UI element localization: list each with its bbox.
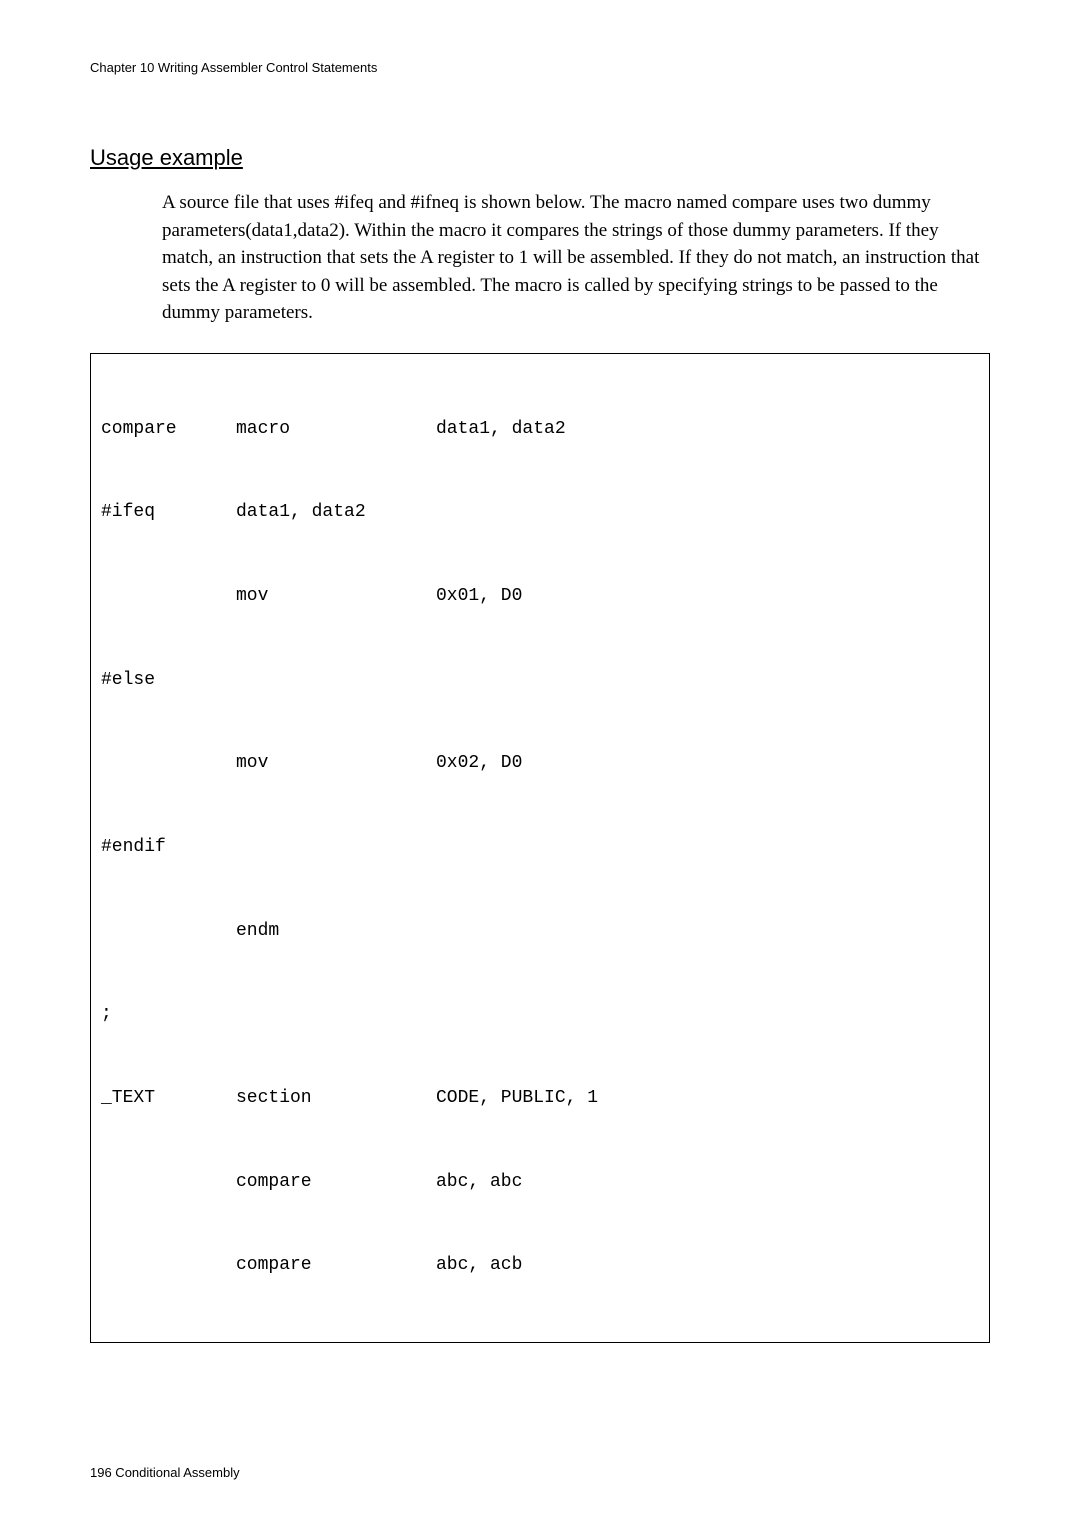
code-col2: section [236, 1085, 436, 1113]
code-row: endm [91, 918, 989, 946]
section-title: Usage example [90, 145, 990, 171]
code-col3: 0x02, D0 [436, 750, 989, 778]
code-col2: mov [236, 583, 436, 611]
code-col1: #else [91, 667, 236, 695]
code-listing: compare macro data1, data2 #ifeq data1, … [90, 353, 990, 1343]
code-col3 [436, 1001, 989, 1029]
code-col2: mov [236, 750, 436, 778]
code-col1: compare [91, 416, 236, 444]
code-col1: _TEXT [91, 1085, 236, 1113]
code-col1 [91, 583, 236, 611]
code-col1: #ifeq [91, 499, 236, 527]
code-col3 [436, 834, 989, 862]
code-row: mov 0x02, D0 [91, 750, 989, 778]
code-col1 [91, 1169, 236, 1197]
code-col1 [91, 750, 236, 778]
code-col2 [236, 1001, 436, 1029]
code-row: ; [91, 1001, 989, 1029]
code-row: compare abc, acb [91, 1252, 989, 1280]
code-col1 [91, 1252, 236, 1280]
code-row: _TEXT section CODE, PUBLIC, 1 [91, 1085, 989, 1113]
page: Chapter 10 Writing Assembler Control Sta… [0, 0, 1080, 1528]
code-col3: CODE, PUBLIC, 1 [436, 1085, 989, 1113]
code-col3: 0x01, D0 [436, 583, 989, 611]
code-col3: data1, data2 [436, 416, 989, 444]
code-row: #else [91, 667, 989, 695]
code-col3 [436, 918, 989, 946]
code-col3: abc, abc [436, 1169, 989, 1197]
code-col2: endm [236, 918, 436, 946]
code-col3 [436, 499, 989, 527]
body-paragraph: A source file that uses #ifeq and #ifneq… [162, 189, 990, 327]
code-row: mov 0x01, D0 [91, 583, 989, 611]
code-col3: abc, acb [436, 1252, 989, 1280]
code-col1: #endif [91, 834, 236, 862]
code-col3 [436, 667, 989, 695]
code-col2 [236, 667, 436, 695]
code-row: #ifeq data1, data2 [91, 499, 989, 527]
code-col2: compare [236, 1169, 436, 1197]
code-col2 [236, 834, 436, 862]
running-head: Chapter 10 Writing Assembler Control Sta… [90, 60, 990, 75]
code-row: compare macro data1, data2 [91, 416, 989, 444]
code-col2: data1, data2 [236, 499, 436, 527]
code-col2: compare [236, 1252, 436, 1280]
code-col2: macro [236, 416, 436, 444]
code-col1: ; [91, 1001, 236, 1029]
page-footer: 196 Conditional Assembly [90, 1465, 240, 1480]
code-row: #endif [91, 834, 989, 862]
code-col1 [91, 918, 236, 946]
code-row: compare abc, abc [91, 1169, 989, 1197]
